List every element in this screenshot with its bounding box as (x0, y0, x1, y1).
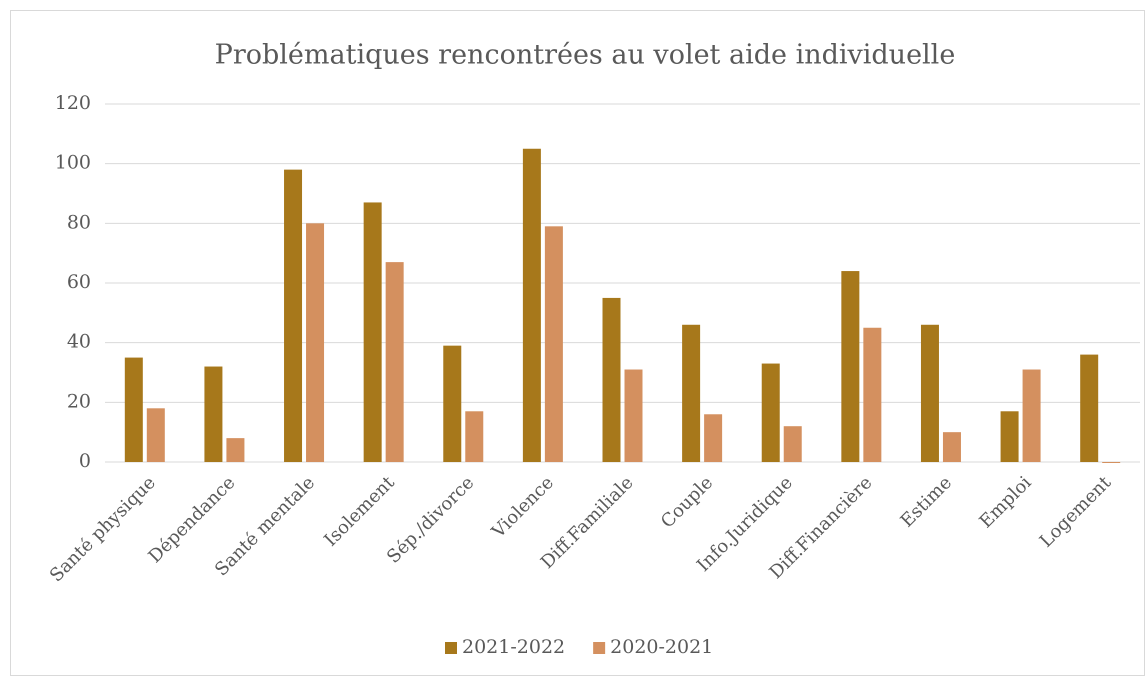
bar (1102, 462, 1121, 463)
bar (682, 324, 701, 462)
legend-swatch (445, 642, 457, 654)
bar (624, 369, 643, 462)
y-tick-label: 60 (67, 271, 91, 293)
bar (363, 202, 382, 462)
chart-title: Problématiques rencontrées au volet aide… (215, 40, 956, 71)
bar (306, 223, 325, 462)
bar (204, 366, 223, 462)
bar (1000, 411, 1019, 462)
bar (284, 169, 303, 462)
bar (1022, 369, 1041, 462)
y-tick-label: 0 (79, 450, 91, 472)
y-tick-label: 120 (55, 92, 91, 114)
y-tick-label: 20 (67, 390, 91, 412)
bar (146, 408, 165, 462)
y-tick-label: 40 (67, 331, 91, 353)
bar (602, 297, 621, 462)
bar (465, 411, 484, 462)
bar (124, 357, 143, 462)
bar (920, 324, 939, 462)
y-tick-label: 80 (67, 211, 91, 233)
bar (704, 414, 723, 462)
bar (761, 363, 780, 462)
bar (783, 426, 802, 462)
legend-swatch (593, 642, 606, 654)
bar (443, 345, 462, 462)
bar (1080, 354, 1099, 462)
bar (863, 327, 882, 462)
bar (942, 432, 961, 462)
bar (841, 271, 860, 462)
legend-label: 2020-2021 (610, 636, 713, 658)
legend-label: 2021-2022 (462, 636, 565, 658)
bar (385, 262, 404, 462)
bar (544, 226, 563, 462)
bar (522, 148, 541, 462)
y-tick-label: 100 (55, 152, 91, 174)
bar (226, 438, 245, 462)
